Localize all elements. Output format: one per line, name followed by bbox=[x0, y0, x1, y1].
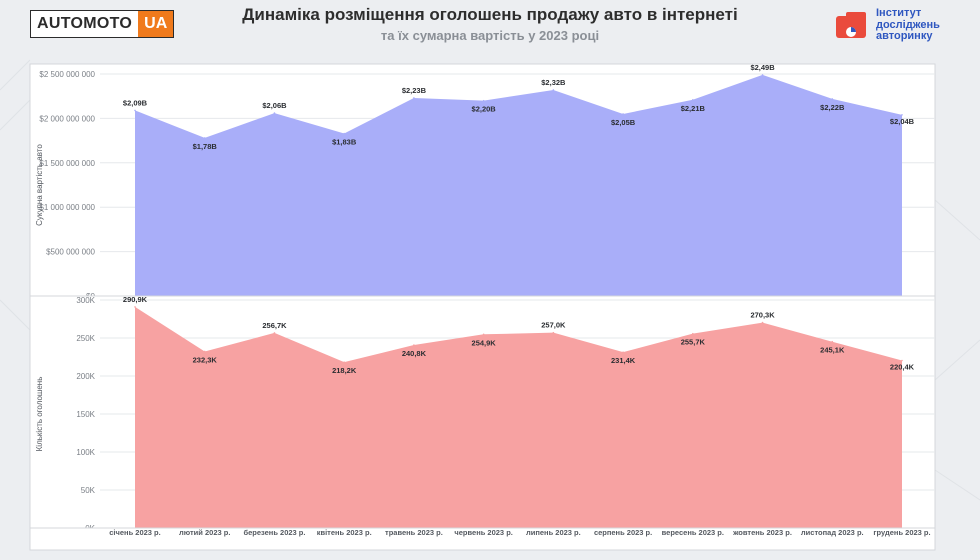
data-point bbox=[692, 98, 694, 101]
data-point bbox=[134, 306, 136, 308]
data-label: $2,21B bbox=[681, 104, 706, 113]
data-label: 232,3K bbox=[193, 355, 218, 364]
logo-main-text: AUTOMOTO bbox=[37, 15, 133, 32]
y-tick-label: $1 000 000 000 bbox=[39, 203, 95, 212]
data-point bbox=[901, 359, 903, 362]
series-area bbox=[135, 306, 902, 528]
data-point bbox=[831, 98, 834, 100]
x-tick-label: серпень 2023 р. bbox=[594, 528, 652, 537]
data-label: $2,20B bbox=[472, 105, 497, 114]
data-label: $2,05B bbox=[611, 118, 636, 127]
data-label: 245,1K bbox=[820, 346, 845, 355]
y-tick-label: 300K bbox=[76, 296, 95, 305]
data-label: $2,49B bbox=[750, 63, 775, 72]
data-label: 290,9K bbox=[123, 295, 148, 304]
y-tick-label: $2 500 000 000 bbox=[39, 70, 95, 79]
data-point bbox=[273, 112, 276, 114]
data-label: 256,7K bbox=[262, 321, 287, 330]
data-label: $2,09B bbox=[123, 98, 148, 107]
x-tick-label: листопад 2023 р. bbox=[801, 528, 864, 537]
institute-line: досліджень bbox=[876, 18, 940, 31]
x-tick-label: квітень 2023 р. bbox=[317, 528, 372, 537]
data-label: $1,78B bbox=[193, 142, 218, 151]
logo-accent-text: UA bbox=[138, 11, 174, 37]
data-point bbox=[552, 331, 555, 334]
data-point bbox=[413, 344, 415, 346]
data-point bbox=[622, 113, 624, 115]
x-tick-label: березень 2023 р. bbox=[243, 528, 305, 537]
y-tick-label: $500 000 000 bbox=[46, 248, 95, 257]
y-tick-label: 200K bbox=[76, 372, 95, 381]
data-point bbox=[413, 97, 415, 99]
data-label: $2,32B bbox=[541, 78, 566, 87]
data-label: $2,06B bbox=[262, 101, 287, 110]
page-title: Динаміка розміщення оголошень продажу ав… bbox=[242, 5, 738, 24]
data-label: 255,7K bbox=[681, 338, 706, 347]
data-label: 270,3K bbox=[750, 311, 775, 320]
y-tick-label: 150K bbox=[76, 410, 95, 419]
x-tick-label: травень 2023 р. bbox=[385, 528, 443, 537]
y-tick-label: 50K bbox=[81, 486, 96, 495]
data-point bbox=[552, 89, 555, 91]
y-tick-label: $1 500 000 000 bbox=[39, 159, 95, 168]
automoto-logo: AUTOMOTO UA bbox=[30, 10, 175, 38]
data-point bbox=[203, 137, 206, 139]
data-label: 240,8K bbox=[402, 349, 427, 358]
chart-panel: $0$500 000 000$1 000 000 000$1 500 000 0… bbox=[29, 63, 936, 301]
x-tick-label: червень 2023 р. bbox=[454, 528, 512, 537]
data-point bbox=[761, 74, 764, 76]
x-axis-band bbox=[29, 527, 936, 551]
data-point bbox=[273, 332, 276, 334]
institute-line: авторинку bbox=[876, 30, 933, 42]
chart-panel: 0K50K100K150K200K250K300KКількість оголо… bbox=[29, 295, 936, 533]
x-tick-label: лютий 2023 р. bbox=[179, 528, 230, 537]
data-label: 254,9K bbox=[472, 338, 497, 347]
x-tick-label: вересень 2023 р. bbox=[662, 528, 724, 537]
institute-name: Інститут досліджень авторинку bbox=[876, 7, 940, 43]
institute-logo: Інститут досліджень авторинку bbox=[834, 7, 954, 44]
institute-line: Інститут bbox=[876, 7, 922, 19]
data-point bbox=[901, 114, 903, 116]
y-tick-label: 100K bbox=[76, 448, 95, 457]
data-point bbox=[831, 340, 834, 343]
data-point bbox=[622, 351, 624, 353]
data-point bbox=[343, 361, 345, 363]
data-label: 220,4K bbox=[890, 362, 915, 371]
x-tick-label: грудень 2023 р. bbox=[873, 528, 930, 537]
data-label: 257,0K bbox=[541, 321, 566, 330]
data-label: $2,23B bbox=[402, 86, 427, 95]
data-label: 231,4K bbox=[611, 356, 636, 365]
y-axis-label: Кількість оголошень bbox=[35, 377, 44, 452]
data-point bbox=[482, 333, 485, 336]
y-axis-label: Сукупна вартість авто bbox=[35, 144, 44, 226]
data-point bbox=[761, 321, 764, 324]
data-point bbox=[482, 99, 485, 102]
data-label: $2,04B bbox=[890, 117, 915, 126]
y-tick-label: 250K bbox=[76, 334, 95, 343]
data-label: $1,83B bbox=[332, 137, 357, 146]
page-subtitle: та їх сумарна вартість у 2023 році bbox=[380, 28, 600, 43]
data-label: $2,22B bbox=[820, 103, 845, 112]
data-point bbox=[692, 332, 694, 335]
x-tick-label: січень 2023 р. bbox=[109, 528, 160, 537]
data-point bbox=[134, 109, 136, 112]
x-tick-label: липень 2023 р. bbox=[526, 528, 581, 537]
x-tick-label: жовтень 2023 р. bbox=[732, 528, 792, 537]
data-point bbox=[203, 350, 206, 353]
data-label: 218,2K bbox=[332, 366, 357, 375]
series-area bbox=[135, 74, 902, 296]
institute-mark-icon bbox=[836, 12, 866, 38]
y-tick-label: $2 000 000 000 bbox=[39, 114, 95, 123]
data-point bbox=[343, 132, 345, 135]
